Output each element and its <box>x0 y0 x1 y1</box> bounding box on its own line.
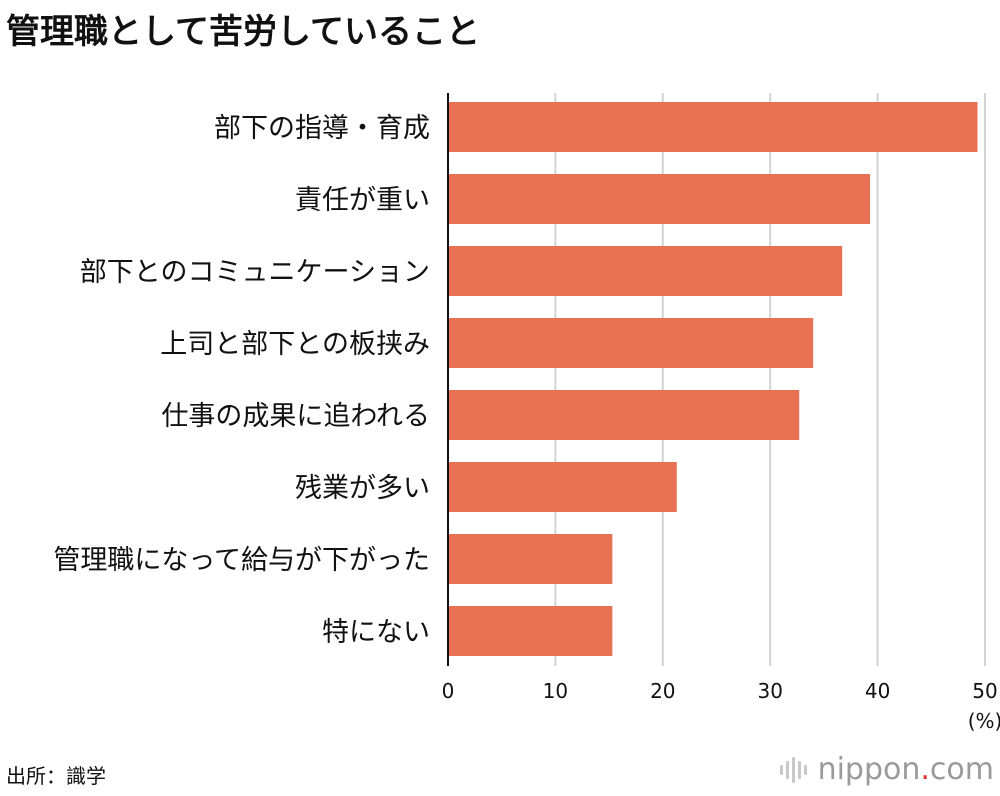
x-tick-label: 10 <box>543 679 568 703</box>
bar-1 <box>448 174 871 224</box>
x-tick-label: 40 <box>865 679 890 703</box>
category-label: 仕事の成果に追われる <box>161 401 430 432</box>
bar-chart: 部下の指導・育成責任が重い部下とのコミュニケーション上司と部下との板挟み仕事の成… <box>53 93 1000 733</box>
x-tick-label: 20 <box>650 679 675 703</box>
chart-title: 管理職として苦労していること <box>6 12 480 52</box>
category-label: 責任が重い <box>295 185 430 216</box>
nippon-logo-icon <box>779 756 810 784</box>
bar-5 <box>448 462 677 512</box>
bar-3 <box>448 318 814 368</box>
x-axis-ticks: 0 10 20 30 40 50 <box>442 679 998 703</box>
x-tick-label: 30 <box>757 679 782 703</box>
source-note: 出所：識学 <box>6 764 106 788</box>
x-tick-label: 0 <box>442 679 455 703</box>
bar-0 <box>448 102 978 152</box>
category-label: 部下の指導・育成 <box>214 113 430 144</box>
category-label: 残業が多い <box>295 473 430 504</box>
bar-2 <box>448 246 843 296</box>
brand-name: nippon <box>817 752 921 787</box>
unit-label: (%) <box>968 709 1000 733</box>
bar-4 <box>448 390 800 440</box>
category-label: 特にない <box>322 617 430 648</box>
category-label: 管理職になって給与が下がった <box>53 545 430 576</box>
category-label: 部下とのコミュニケーション <box>80 257 430 288</box>
brand-tld: com <box>929 752 994 787</box>
bars <box>448 102 978 656</box>
category-labels: 部下の指導・育成責任が重い部下とのコミュニケーション上司と部下との板挟み仕事の成… <box>53 113 430 648</box>
brand-logo: nippon. com <box>779 752 994 787</box>
brand-dot: . <box>920 752 930 787</box>
bar-6 <box>448 534 613 584</box>
category-label: 上司と部下との板挟み <box>160 329 430 360</box>
bar-7 <box>448 606 613 656</box>
x-tick-label: 50 <box>972 679 997 703</box>
